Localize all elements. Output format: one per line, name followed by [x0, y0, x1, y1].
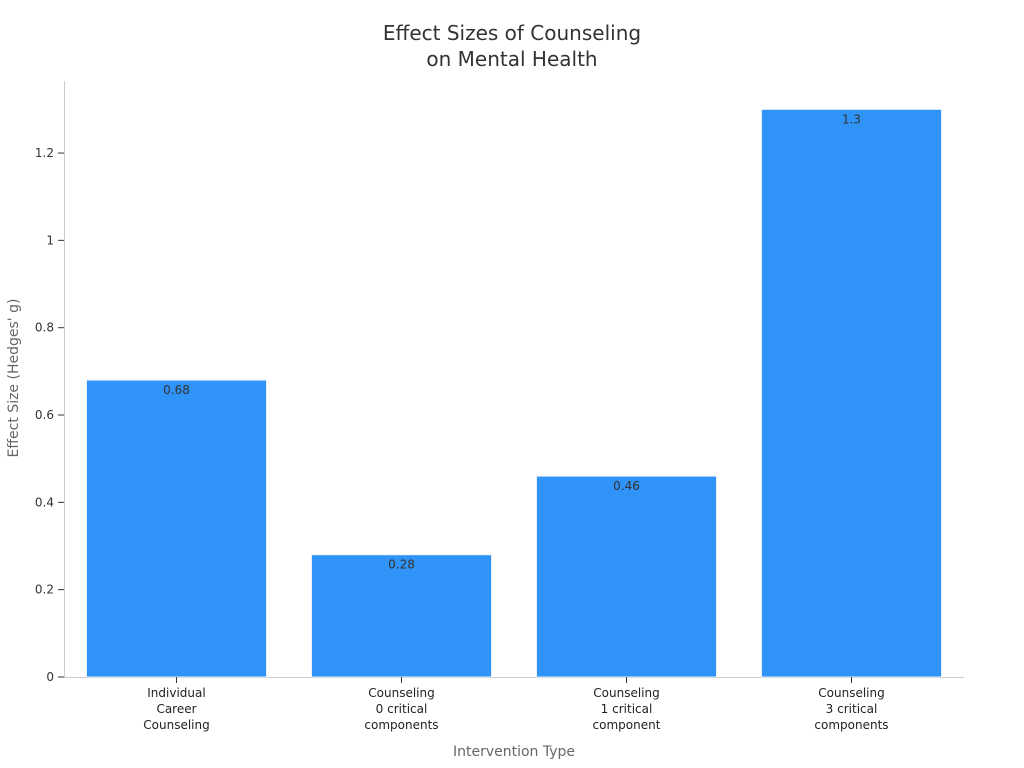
x-tick-label: Counseling: [818, 686, 884, 700]
chart-title-line-1: Effect Sizes of Counseling: [383, 21, 641, 45]
x-tick-label: 1 critical: [601, 702, 653, 716]
bar: [536, 475, 717, 678]
x-tick-label: 0 critical: [376, 702, 428, 716]
y-tick-label: 1: [46, 233, 54, 247]
chart-title: Effect Sizes of Counseling on Mental Hea…: [383, 21, 641, 71]
x-tick-label: Counseling: [143, 718, 209, 732]
bar-data-label: 0.28: [388, 558, 415, 572]
bars: 0.68 0.28 0.46 1.3: [86, 108, 942, 678]
y-axis-label: Effect Size (Hedges' g): [6, 299, 22, 458]
y-tick-label: 0: [46, 670, 54, 684]
y-tick-label: 0.4: [35, 495, 54, 509]
x-tick-label: 3 critical: [826, 702, 878, 716]
x-tick-label: component: [593, 718, 661, 732]
y-tick-label: 0.6: [35, 408, 54, 422]
chart-title-line-2: on Mental Health: [426, 47, 597, 71]
y-tick-label: 0.2: [35, 583, 54, 597]
x-tick-label: Counseling: [368, 686, 434, 700]
x-tick-label: components: [814, 718, 888, 732]
bar: [761, 108, 942, 678]
bar-data-label: 1.3: [842, 112, 861, 126]
y-axis-ticks: 0 0.2 0.4 0.6 0.8 1 1.2: [35, 146, 64, 684]
x-tick-label: Individual: [147, 686, 205, 700]
x-tick-label: Career: [156, 702, 196, 716]
x-axis-ticks: Individual Career Counseling Counseling 0 cr…: [143, 677, 889, 732]
bar-data-label: 0.68: [163, 383, 190, 397]
y-tick-label: 0.8: [35, 321, 54, 335]
bar: [311, 554, 492, 678]
bar-data-label: 0.46: [613, 479, 640, 493]
x-tick-label: Counseling: [593, 686, 659, 700]
y-tick-label: 1.2: [35, 146, 54, 160]
x-axis-label: Intervention Type: [453, 744, 575, 760]
bar: [86, 379, 267, 678]
x-tick-label: components: [364, 718, 438, 732]
